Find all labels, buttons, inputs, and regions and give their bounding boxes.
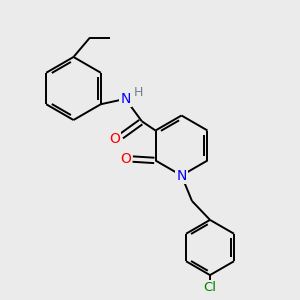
Text: Cl: Cl [203,280,217,294]
Text: N: N [176,169,187,182]
Text: O: O [120,152,131,166]
Text: H: H [133,86,143,99]
Text: O: O [110,132,120,146]
Text: N: N [120,92,130,106]
